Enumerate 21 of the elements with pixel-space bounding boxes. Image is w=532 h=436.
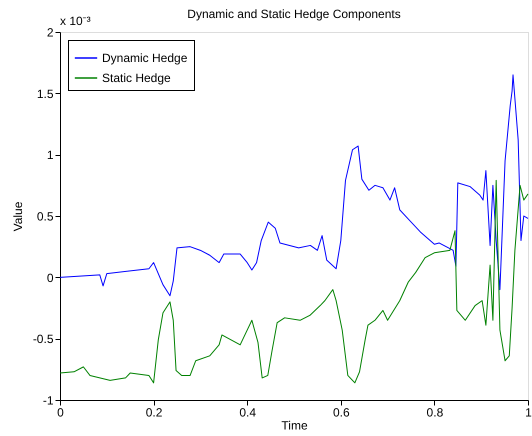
y-tick-label: 1.5 bbox=[36, 86, 54, 101]
y-tick-label: 2 bbox=[46, 26, 54, 40]
x-tick-label: 0 bbox=[57, 406, 64, 420]
x-tick-label: 0.4 bbox=[239, 406, 256, 420]
x-tick-label: 0.8 bbox=[426, 406, 444, 420]
y-tick-label: 0.5 bbox=[36, 210, 54, 224]
legend-label: Static Hedge bbox=[102, 71, 172, 85]
x-tick-label: 0.6 bbox=[332, 406, 350, 420]
y-tick-label: -0.5 bbox=[32, 332, 54, 346]
line-series bbox=[60, 74, 528, 296]
text: x 10⁻³ bbox=[60, 14, 91, 28]
y-axis-title: Value bbox=[10, 201, 25, 232]
y-tick-label: 1 bbox=[46, 148, 54, 162]
chart-title: Dynamic and Static Hedge Components bbox=[187, 7, 401, 21]
x-tick-label: 0.2 bbox=[146, 406, 163, 420]
x-tick-label: 1 bbox=[525, 406, 532, 420]
x-axis-title: Time bbox=[281, 418, 308, 432]
y-tick-label: -1 bbox=[42, 394, 54, 408]
y-tick-label: 0 bbox=[46, 270, 54, 285]
legend-label: Dynamic Hedge bbox=[102, 51, 188, 65]
line-series bbox=[60, 180, 528, 384]
